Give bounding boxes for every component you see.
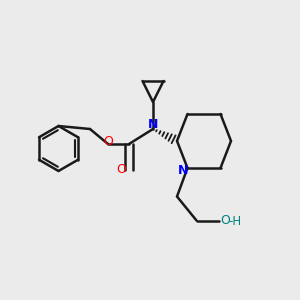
Text: O: O — [221, 214, 230, 227]
Text: O: O — [117, 163, 126, 176]
Text: -H: -H — [228, 214, 242, 228]
Text: N: N — [148, 118, 158, 131]
Text: O: O — [103, 135, 113, 148]
Text: N: N — [178, 164, 188, 177]
